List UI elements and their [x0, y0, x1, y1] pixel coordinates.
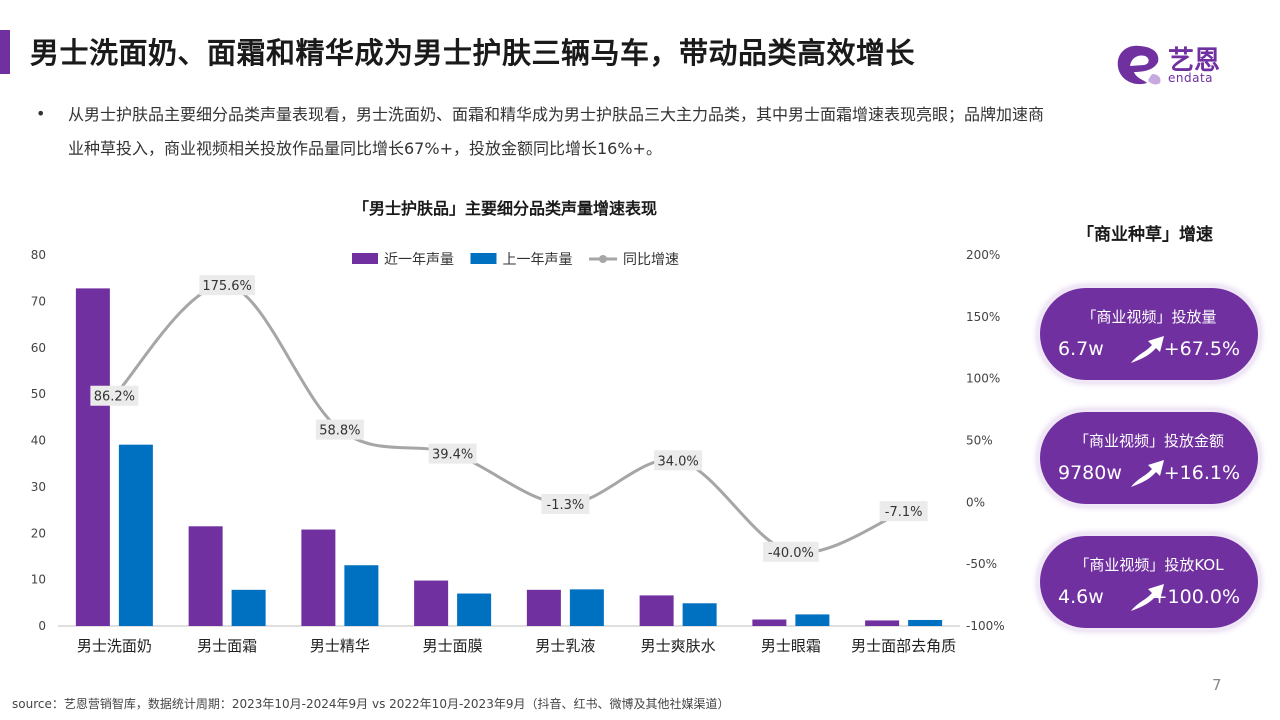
bar	[526, 589, 561, 626]
y2-tick-label: -50%	[966, 557, 997, 571]
y-tick-label: 30	[31, 480, 46, 494]
summary-text: 从男士护肤品主要细分品类声量表现看，男士洗面奶、面霜和精华成为男士护肤品三大主力…	[68, 105, 1045, 158]
logo-mark-icon	[1117, 45, 1161, 85]
bar	[188, 526, 223, 626]
legend-label: 近一年声量	[384, 252, 454, 268]
y2-tick-label: 150%	[966, 310, 1000, 324]
x-tick-label: 男士眼霜	[761, 637, 821, 655]
bar	[118, 444, 153, 626]
bar	[752, 619, 787, 626]
trend-up-arrow-icon	[1131, 460, 1164, 487]
x-tick-label: 男士洗面奶	[77, 637, 152, 655]
growth-label-bg	[199, 275, 255, 296]
side-title: 「商业种草」增速	[1077, 225, 1213, 245]
card-label: 「商业视频」投放金额	[1073, 432, 1224, 450]
growth-label: -1.3%	[547, 498, 585, 513]
bar	[795, 614, 830, 626]
legend-swatch	[470, 253, 497, 264]
growth-label-bg	[654, 450, 703, 471]
y-tick-label: 60	[31, 341, 46, 355]
bar	[301, 529, 336, 626]
growth-label-bg	[90, 385, 139, 406]
y2-tick-label: 50%	[966, 434, 993, 448]
bar	[682, 603, 717, 626]
x-tick-label: 男士面部去角质	[851, 637, 956, 655]
y2-tick-label: 200%	[966, 248, 1000, 262]
bar	[344, 565, 379, 626]
trend-up-arrow-icon	[1131, 336, 1164, 363]
growth-label: 58.8%	[319, 424, 360, 439]
title-accent-bar	[0, 30, 10, 74]
card-growth: +16.1%	[1163, 462, 1240, 484]
y2-tick-label: -100%	[966, 619, 1005, 633]
x-tick-label: 男士爽肤水	[641, 637, 716, 655]
card-value: 9780w	[1058, 462, 1122, 484]
bar	[231, 589, 266, 626]
growth-label-bg	[541, 493, 590, 514]
y-tick-label: 20	[31, 526, 46, 540]
growth-label: 175.6%	[202, 279, 252, 294]
legend-marker	[599, 255, 607, 263]
bar	[908, 619, 943, 626]
page-number: 7	[1212, 676, 1222, 694]
bar	[569, 589, 604, 626]
growth-label-bg	[315, 419, 364, 440]
y-tick-label: 70	[31, 294, 46, 308]
card-video-kol: 「商业视频」投放KOL 4.6w +100.0%	[1040, 536, 1258, 628]
y2-tick-label: 0%	[966, 495, 985, 509]
logo-sub: endata	[1168, 71, 1214, 85]
card-value: 6.7w	[1058, 338, 1104, 360]
growth-label: -40.0%	[768, 546, 814, 561]
card-growth: +100.0%	[1151, 586, 1240, 608]
legend-swatch	[352, 253, 378, 264]
card-video-spend: 「商业视频」投放金额 9780w +16.1%	[1040, 412, 1258, 504]
y-tick-label: 40	[31, 434, 46, 448]
chart-title: 「男士护肤品」主要细分品类声量增速表现	[352, 199, 657, 218]
source-note: source：艺恩营销智库，数据统计周期：2023年10月-2024年9月 vs…	[12, 697, 730, 711]
bar	[457, 593, 492, 626]
x-tick-label: 男士面膜	[423, 637, 483, 655]
card-growth: +67.5%	[1163, 338, 1240, 360]
bar	[639, 595, 674, 626]
legend-label: 同比增速	[623, 252, 679, 268]
growth-label: 86.2%	[94, 390, 135, 405]
page-title: 男士洗面奶、面霜和精华成为男士护肤三辆马车，带动品类高效增长	[30, 36, 916, 70]
y-tick-label: 10	[31, 573, 46, 587]
x-tick-label: 男士面霜	[197, 637, 257, 655]
bar	[865, 620, 900, 626]
card-label: 「商业视频」投放KOL	[1074, 556, 1224, 574]
summary-bullet: •	[36, 104, 46, 123]
bar	[75, 288, 110, 626]
y-tick-label: 0	[38, 619, 46, 633]
brand-logo: 艺恩 endata	[1114, 40, 1244, 90]
growth-label: 34.0%	[657, 454, 698, 469]
growth-label-bg	[879, 501, 928, 522]
legend-label: 上一年声量	[503, 252, 573, 268]
card-label: 「商业视频」投放量	[1081, 308, 1217, 326]
growth-label: -7.1%	[885, 505, 923, 520]
card-video-volume: 「商业视频」投放量 6.7w +67.5%	[1040, 288, 1258, 380]
growth-label-bg	[428, 443, 477, 464]
y-tick-label: 50	[31, 387, 46, 401]
combo-chart: 0 10 20 30 40 50 60 70 80 -100% -50% 0% 50% 100% 150% 2…	[31, 248, 1005, 655]
card-value: 4.6w	[1058, 586, 1104, 608]
y2-tick-label: 100%	[966, 372, 1000, 386]
x-tick-label: 男士精华	[310, 637, 370, 655]
bar	[414, 580, 449, 626]
x-tick-label: 男士乳液	[535, 637, 595, 655]
growth-label-bg	[763, 541, 819, 562]
y-tick-label: 80	[31, 248, 46, 262]
growth-line	[113, 283, 905, 555]
growth-label: 39.4%	[432, 448, 473, 463]
logo-name: 艺恩	[1168, 46, 1221, 76]
trend-up-arrow-icon	[1131, 584, 1164, 611]
